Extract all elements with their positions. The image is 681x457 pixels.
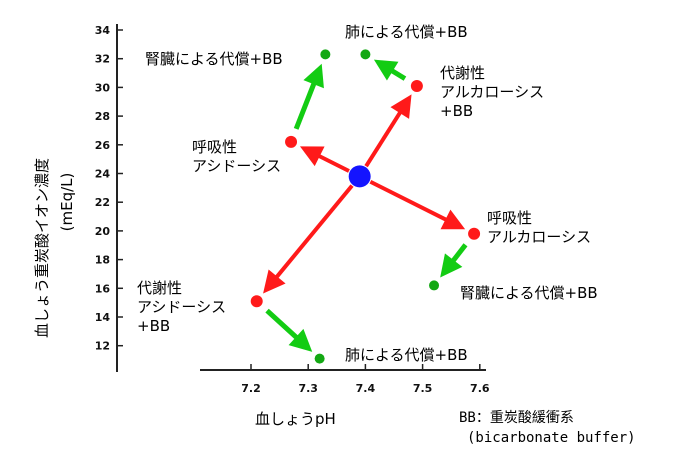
x-tick-label: 7.4 — [356, 382, 376, 395]
point-label-metab-acidosis-comp: 肺による代償+BB — [345, 346, 468, 364]
y-tick-label: 30 — [95, 81, 111, 94]
transition-arrow — [299, 146, 350, 173]
x-axis-label: 血しょうpH — [255, 410, 336, 428]
data-point-resp-alkalosis — [468, 227, 481, 240]
data-point-resp-acidosis-comp — [320, 49, 331, 60]
y-tick-label: 32 — [95, 53, 110, 66]
transition-arrow — [440, 243, 468, 278]
point-label-resp-alkalosis: 呼吸性アルカローシス — [487, 209, 591, 246]
point-label-resp-alkalosis-comp: 腎臓による代償+BB — [460, 284, 598, 302]
point-label-metab-alkalosis: 代謝性アルカローシス+BB — [440, 64, 544, 120]
x-tick-label: 7.2 — [241, 382, 261, 395]
data-point-resp-acidosis — [285, 135, 298, 148]
y-tick-label: 24 — [95, 168, 111, 181]
data-point-metab-alkalosis-comp — [360, 49, 371, 60]
y-tick-label: 28 — [95, 110, 110, 123]
y-tick-label: 20 — [95, 225, 111, 238]
point-label-resp-acidosis-comp: 腎臓による代償+BB — [145, 50, 283, 68]
legend-note-line-2: (bicarbonate buffer) — [467, 430, 636, 446]
point-labels: 呼吸性アシドーシス腎臓による代償+BB代謝性アルカローシス+BB肺による代償+B… — [137, 23, 598, 364]
y-tick-label: 12 — [95, 340, 110, 353]
point-label-metab-acidosis: 代謝性アシドーシス+BB — [137, 279, 226, 335]
legend-note-line-1: BB：重炭酸緩衝系 — [459, 410, 574, 426]
y-tick-label: 18 — [95, 254, 110, 267]
y-tick-label: 14 — [95, 311, 111, 324]
transition-arrow — [364, 94, 412, 168]
x-tick-label: 7.5 — [413, 382, 433, 395]
transition-arrow — [373, 59, 407, 81]
transition-arrow — [263, 184, 354, 294]
y-tick-label: 34 — [95, 24, 111, 37]
data-point-metab-acidosis — [250, 295, 263, 308]
axes: 12 14 16 18 20 22 24 26 28 30 32 34 7.2 7.3 7.4 7.5 7.6 — [95, 24, 490, 395]
data-point-normal — [348, 165, 371, 188]
arrows — [263, 59, 468, 352]
point-label-resp-acidosis: 呼吸性アシドーシス — [192, 138, 281, 175]
point-label-metab-alkalosis-comp: 肺による代償+BB — [345, 23, 468, 41]
y-tick-label: 22 — [95, 196, 110, 209]
data-point-metab-alkalosis — [410, 79, 423, 92]
transition-arrow — [293, 63, 324, 130]
points — [250, 49, 481, 364]
data-point-metab-acidosis-comp — [314, 353, 325, 364]
y-axis-label: 血しょう重炭酸イオン濃度 — [33, 158, 51, 338]
data-point-resp-alkalosis-comp — [429, 280, 440, 291]
transition-arrow — [369, 179, 466, 230]
y-tick-label: 26 — [95, 139, 111, 152]
transition-arrow — [265, 308, 313, 352]
x-tick-label: 7.6 — [470, 382, 490, 395]
y-axis-unit: (mEq/L) — [58, 173, 76, 232]
y-tick-label: 16 — [95, 282, 111, 295]
x-tick-label: 7.3 — [298, 382, 318, 395]
